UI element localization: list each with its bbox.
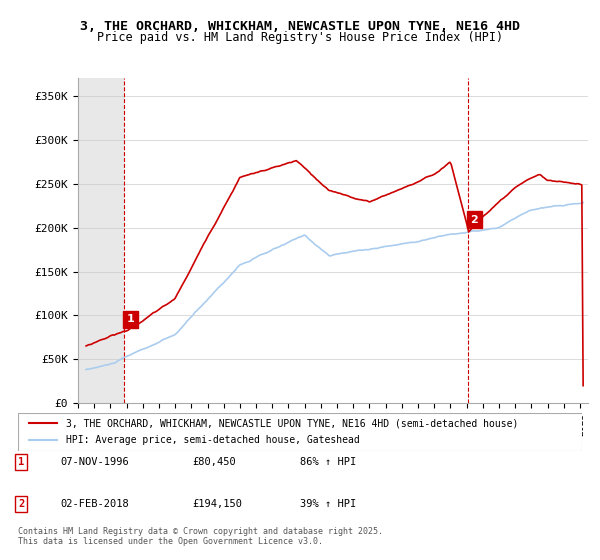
Text: 1: 1 bbox=[127, 314, 134, 324]
Text: Contains HM Land Registry data © Crown copyright and database right 2025.
This d: Contains HM Land Registry data © Crown c… bbox=[18, 526, 383, 546]
FancyBboxPatch shape bbox=[18, 413, 582, 451]
Text: 3, THE ORCHARD, WHICKHAM, NEWCASTLE UPON TYNE, NE16 4HD: 3, THE ORCHARD, WHICKHAM, NEWCASTLE UPON… bbox=[80, 20, 520, 32]
Text: HPI: Average price, semi-detached house, Gateshead: HPI: Average price, semi-detached house,… bbox=[66, 435, 359, 445]
Text: 02-FEB-2018: 02-FEB-2018 bbox=[60, 499, 129, 509]
Text: 86% ↑ HPI: 86% ↑ HPI bbox=[300, 457, 356, 467]
Text: 2: 2 bbox=[18, 499, 24, 509]
Text: 39% ↑ HPI: 39% ↑ HPI bbox=[300, 499, 356, 509]
Text: £194,150: £194,150 bbox=[192, 499, 242, 509]
Text: Price paid vs. HM Land Registry's House Price Index (HPI): Price paid vs. HM Land Registry's House … bbox=[97, 31, 503, 44]
Bar bbox=[78, 78, 124, 403]
Text: 3, THE ORCHARD, WHICKHAM, NEWCASTLE UPON TYNE, NE16 4HD (semi-detached house): 3, THE ORCHARD, WHICKHAM, NEWCASTLE UPON… bbox=[66, 418, 518, 428]
Text: 07-NOV-1996: 07-NOV-1996 bbox=[60, 457, 129, 467]
Text: £80,450: £80,450 bbox=[192, 457, 236, 467]
Text: 2: 2 bbox=[470, 214, 478, 225]
Text: 1: 1 bbox=[18, 457, 24, 467]
